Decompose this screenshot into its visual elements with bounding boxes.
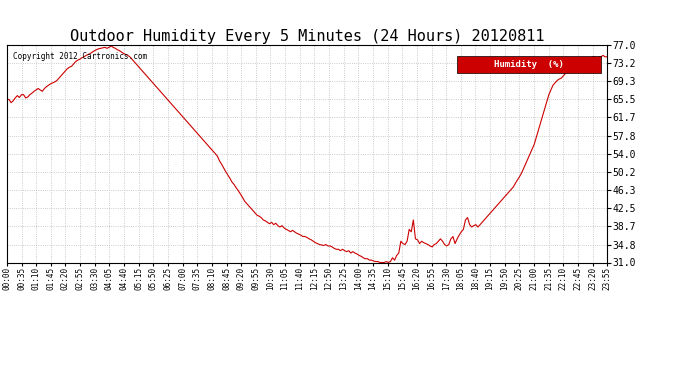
Title: Outdoor Humidity Every 5 Minutes (24 Hours) 20120811: Outdoor Humidity Every 5 Minutes (24 Hou… <box>70 29 544 44</box>
Text: Humidity  (%): Humidity (%) <box>494 60 564 69</box>
FancyBboxPatch shape <box>457 56 601 73</box>
Text: Copyright 2012 Cartronics.com: Copyright 2012 Cartronics.com <box>13 51 147 60</box>
